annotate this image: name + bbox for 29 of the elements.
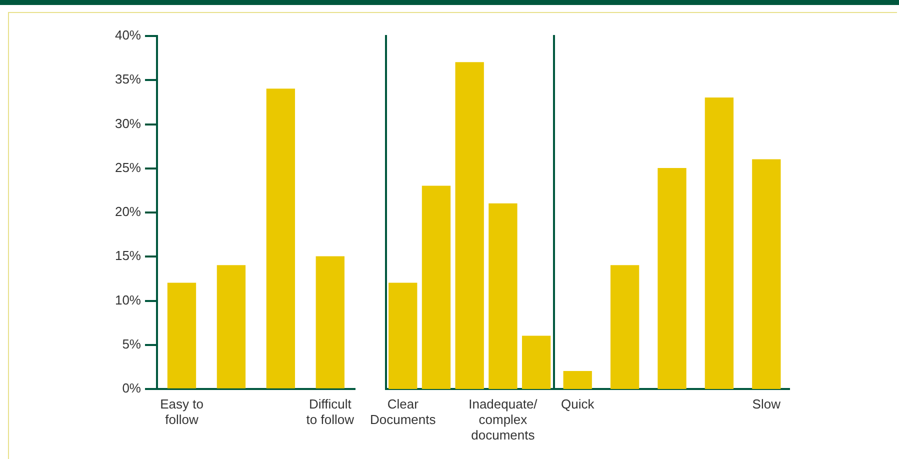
bar <box>752 159 781 389</box>
y-tick-label: 25% <box>114 160 142 175</box>
bar <box>388 282 418 389</box>
y-tick-label: 10% <box>114 292 142 308</box>
bar <box>704 97 734 389</box>
bar <box>522 336 551 389</box>
x-tick-label: Easy to follow <box>160 396 204 427</box>
y-tick-label: 15% <box>114 248 142 264</box>
y-tick-label: 20% <box>114 204 142 220</box>
y-tick-label: 40% <box>114 28 142 43</box>
x-tick-label: Clear Documents <box>370 396 436 427</box>
x-tick-label: Slow <box>752 396 782 412</box>
y-tick-label: 5% <box>122 336 142 352</box>
x-tick-label: Inadequate/complex documents <box>468 396 538 443</box>
bar <box>167 282 196 388</box>
bar <box>422 186 451 389</box>
bar <box>316 256 344 388</box>
bar <box>488 203 518 389</box>
bar <box>266 88 296 388</box>
x-tick-label: Difficult to follow <box>306 396 355 427</box>
bar <box>216 265 246 388</box>
y-tick-label: 0% <box>122 380 142 396</box>
bar <box>658 168 686 389</box>
y-tick-label: 30% <box>114 116 142 131</box>
x-tick-label: Quick <box>561 396 595 412</box>
bar <box>455 62 484 389</box>
bar <box>563 371 592 389</box>
y-tick-label: 35% <box>114 72 142 87</box>
bar <box>610 265 640 389</box>
